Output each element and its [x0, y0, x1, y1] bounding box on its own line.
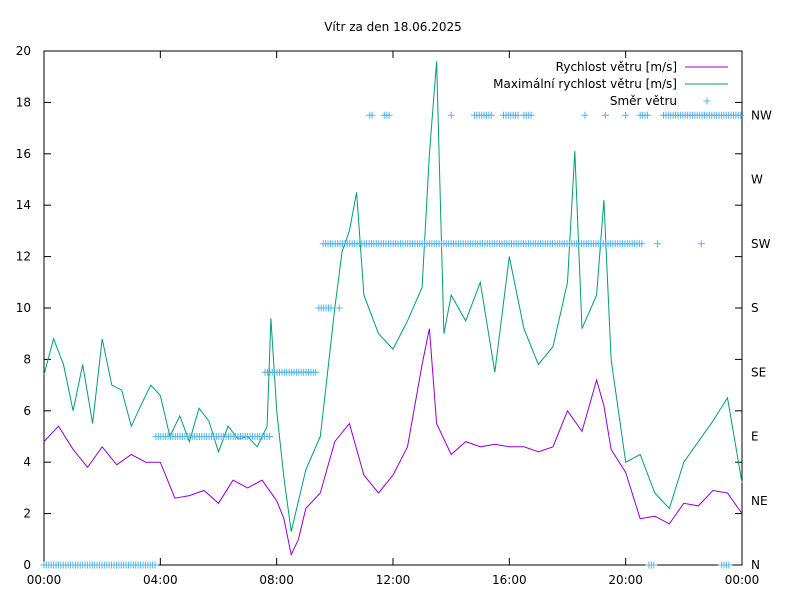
direction-point: [368, 111, 376, 119]
direction-point: [514, 111, 522, 119]
direction-point: [527, 111, 535, 119]
y-tick-label: 6: [23, 404, 31, 418]
x-tick-label: 00:00: [725, 573, 760, 587]
speed-series-line: [43, 328, 743, 557]
direction-point: [638, 240, 646, 248]
direction-point: [581, 111, 589, 119]
direction-point: [737, 111, 745, 119]
legend: Rychlost větru [m/s] Maximální rychlost v…: [493, 60, 728, 108]
legend-label: Rychlost větru [m/s]: [556, 60, 677, 74]
direction-point: [265, 433, 273, 440]
y2-tick-label: N: [751, 558, 760, 572]
y-tick-label: 14: [16, 198, 31, 212]
direction-point: [654, 240, 662, 248]
x-tick-label: 04:00: [143, 573, 178, 587]
direction-point: [622, 111, 630, 119]
y-axis: 0 2 4 6 8 10 12 14 16 18 20: [16, 44, 742, 572]
y-tick-label: 18: [16, 95, 31, 109]
y-tick-label: 12: [16, 250, 31, 264]
direction-point: [312, 368, 320, 376]
direction-point: [385, 111, 393, 119]
y-tick-label: 16: [16, 147, 31, 161]
direction-point: [725, 561, 733, 569]
y-tick-label: 4: [23, 455, 31, 469]
x-tick-label: 00:00: [27, 573, 62, 587]
direction-point: [601, 111, 609, 119]
x-tick-label: 08:00: [259, 573, 294, 587]
direction-point: [335, 304, 343, 312]
max-speed-series-line: [43, 61, 743, 532]
y-tick-label: 2: [23, 507, 31, 521]
y2-tick-label: E: [751, 430, 759, 444]
direction-point: [487, 111, 495, 119]
legend-swatch: [703, 97, 711, 105]
y2-tick-label: SW: [751, 237, 771, 251]
y-tick-label: 8: [23, 352, 31, 366]
x-tick-label: 12:00: [376, 573, 411, 587]
direction-point: [151, 561, 159, 569]
y-tick-label: 10: [16, 301, 31, 315]
direction-point: [447, 111, 455, 119]
legend-label: Směr větru: [610, 94, 677, 108]
y2-tick-label: NE: [751, 494, 768, 508]
plot-frame: [43, 50, 743, 566]
chart-title: Vítr za den 18.06.2025: [324, 20, 462, 34]
series-layer: [40, 61, 745, 569]
x-tick-label: 20:00: [608, 573, 643, 587]
y2-tick-label: SE: [751, 365, 766, 379]
direction-point: [327, 304, 335, 312]
y2-tick-label: NW: [751, 108, 772, 122]
y2-tick-label: S: [751, 301, 759, 315]
y-tick-label: 20: [16, 44, 31, 58]
x-tick-label: 16:00: [492, 573, 527, 587]
y-tick-label: 0: [23, 558, 31, 572]
direction-series-points: [40, 111, 745, 569]
direction-point: [650, 561, 658, 569]
y2-axis: N NE E SE S SW W NW: [751, 108, 772, 572]
x-axis: 00:00 04:00 08:00 12:00 16:00 20:00 00:00: [27, 51, 760, 587]
legend-label: Maximální rychlost větru [m/s]: [493, 77, 677, 91]
y2-tick-label: W: [751, 173, 763, 187]
direction-point: [643, 111, 651, 119]
direction-point: [697, 240, 705, 248]
